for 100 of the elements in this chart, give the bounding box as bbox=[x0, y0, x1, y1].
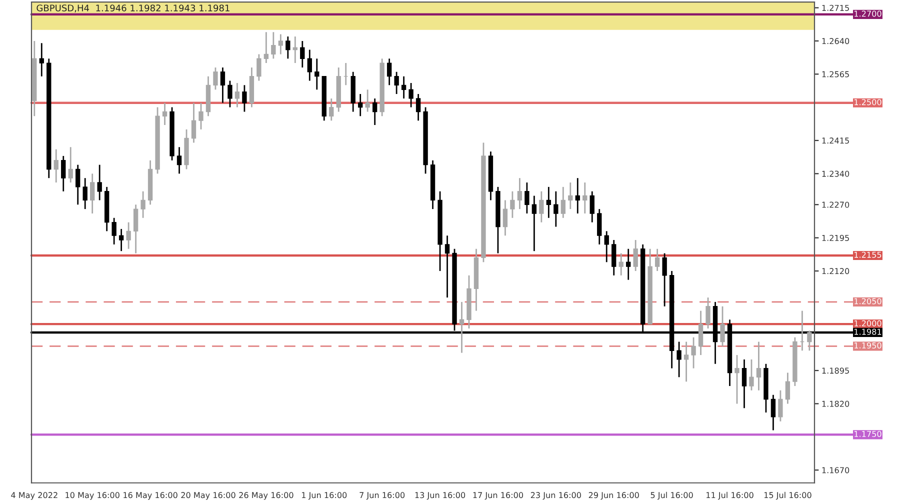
ref-line-label: 1.2500 bbox=[854, 99, 882, 106]
y-tick-label: 1.1895 bbox=[822, 368, 849, 374]
candlestick bbox=[720, 306, 725, 347]
candlestick bbox=[242, 84, 247, 112]
candlestick bbox=[706, 296, 710, 330]
y-tick-label: 1.2640 bbox=[822, 38, 850, 44]
candlestick bbox=[756, 341, 762, 392]
y-tick-label: 1.1670 bbox=[822, 467, 850, 474]
candlestick bbox=[97, 164, 102, 201]
candlestick bbox=[68, 146, 73, 184]
candlestick bbox=[220, 66, 226, 104]
x-tick-label: 26 May 16:00 bbox=[239, 492, 294, 500]
candlestick bbox=[510, 190, 515, 219]
candlestick bbox=[785, 372, 790, 404]
candlestick bbox=[502, 200, 508, 236]
x-tick-label: 20 May 16:00 bbox=[181, 492, 236, 500]
chart-title: GBPUSD,H4 1.1946 1.1982 1.1943 1.1981 bbox=[36, 4, 230, 12]
candlestick bbox=[394, 71, 399, 95]
candlestick bbox=[133, 204, 138, 254]
candlestick bbox=[582, 182, 588, 214]
candlestick bbox=[698, 310, 704, 356]
candlestick bbox=[271, 31, 276, 60]
candlestick bbox=[590, 190, 594, 224]
candlestick bbox=[228, 80, 232, 108]
candlestick bbox=[286, 36, 290, 60]
candlestick bbox=[82, 177, 88, 210]
ref-line-label: 1.2700 bbox=[854, 10, 882, 17]
candlestick bbox=[162, 102, 168, 126]
x-tick-label: 16 May 16:00 bbox=[124, 492, 178, 500]
ref-line-label: 1.2050 bbox=[854, 298, 882, 304]
candlestick bbox=[358, 93, 363, 117]
y-tick-label: 1.2565 bbox=[822, 71, 849, 78]
candlestick bbox=[459, 301, 464, 354]
candlestick bbox=[684, 341, 689, 382]
candlestick bbox=[198, 102, 204, 130]
ref-line-label: 1.1950 bbox=[854, 342, 882, 349]
candlestick bbox=[742, 358, 747, 409]
candlestick bbox=[662, 252, 667, 308]
y-tick-label: 1.2415 bbox=[822, 138, 849, 144]
candlestick bbox=[517, 177, 522, 210]
candlestick bbox=[654, 248, 660, 272]
candlestick bbox=[539, 190, 544, 224]
x-tick-label: 15 Jul 16:00 bbox=[764, 492, 812, 500]
candlestick bbox=[264, 31, 269, 64]
y-tick-label: 1.2195 bbox=[822, 234, 849, 241]
ref-line-label: 1.2000 bbox=[854, 320, 882, 326]
x-tick-label: 7 Jun 16:00 bbox=[360, 492, 405, 500]
candlestick bbox=[401, 76, 406, 100]
candlestick bbox=[604, 230, 609, 263]
candlestick bbox=[54, 148, 58, 184]
candlestick bbox=[597, 208, 602, 246]
y-tick-label: 1.2715 bbox=[822, 4, 849, 11]
candlestick bbox=[76, 164, 80, 206]
x-tick-label: 10 May 16:00 bbox=[66, 492, 120, 500]
x-tick-label: 4 May 2022 bbox=[11, 492, 58, 500]
candlestick bbox=[612, 239, 616, 276]
candlestick bbox=[546, 186, 552, 219]
y-tick-label: 1.2270 bbox=[822, 202, 850, 208]
candlestick bbox=[560, 186, 566, 219]
candlestick bbox=[118, 228, 124, 252]
candlestick bbox=[191, 102, 196, 144]
candlestick bbox=[61, 155, 66, 192]
candlestick bbox=[575, 177, 580, 214]
x-tick-label: 13 Jun 16:00 bbox=[415, 492, 466, 500]
x-tick-label: 11 Jul 16:00 bbox=[706, 492, 754, 500]
candlestick bbox=[386, 58, 392, 86]
candlestick bbox=[140, 190, 146, 219]
candlestick bbox=[691, 336, 696, 369]
candlestick bbox=[314, 58, 320, 90]
candlestick bbox=[329, 98, 334, 122]
candlestick bbox=[770, 394, 776, 431]
candlestick bbox=[176, 146, 182, 174]
ref-line-label: 1.2155 bbox=[854, 252, 882, 258]
candlestick bbox=[39, 42, 44, 78]
candlestick bbox=[749, 358, 754, 392]
candlestick bbox=[444, 234, 450, 298]
candlestick bbox=[416, 93, 421, 122]
candlestick bbox=[234, 82, 240, 108]
candlestick bbox=[300, 40, 305, 68]
candlestick bbox=[524, 182, 530, 214]
candlestick bbox=[554, 190, 558, 228]
candlestick bbox=[568, 182, 573, 210]
candlestick bbox=[256, 54, 262, 82]
y-tick-label: 1.2120 bbox=[822, 268, 850, 274]
candlestick bbox=[126, 222, 131, 250]
ref-line-label: 1.1750 bbox=[854, 430, 882, 437]
ref-line-label: 1.1981 bbox=[854, 328, 882, 335]
candlestick bbox=[676, 341, 682, 378]
y-tick-label: 1.2340 bbox=[822, 170, 850, 177]
candlestick bbox=[618, 252, 624, 276]
candlestick bbox=[365, 88, 370, 112]
x-tick-label: 1 Jun 16:00 bbox=[302, 492, 347, 500]
candlestick bbox=[807, 330, 812, 352]
candlestick bbox=[307, 49, 312, 82]
candlestick bbox=[372, 98, 378, 126]
x-tick-label: 29 Jun 16:00 bbox=[588, 492, 639, 500]
candlestick bbox=[633, 239, 638, 272]
candlestick bbox=[278, 34, 284, 55]
candlestick bbox=[408, 82, 414, 108]
x-tick-label: 23 Jun 16:00 bbox=[530, 492, 581, 500]
